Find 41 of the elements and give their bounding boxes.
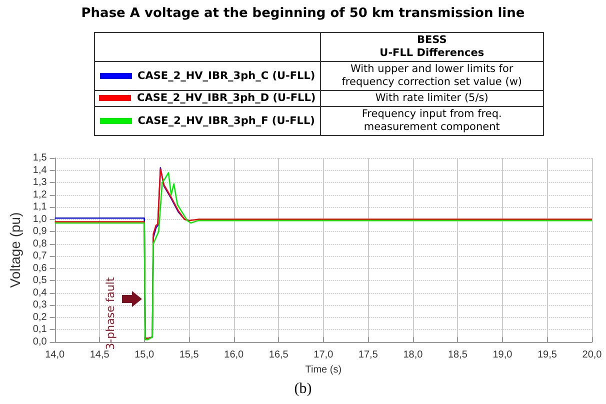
legend-label: CASE_2_HV_IBR_3ph_C (U-FLL) xyxy=(138,70,316,82)
y-tick-label: 0,9 xyxy=(32,226,48,238)
x-tick-label: 18,0 xyxy=(403,350,424,360)
text: With rate limiter (5/s) xyxy=(320,90,544,106)
legend-label: CASE_2_HV_IBR_3ph_D (U-FLL) xyxy=(137,92,316,104)
x-tick-label: 15,0 xyxy=(134,350,154,360)
x-axis-title: Time (s) xyxy=(305,364,342,376)
y-tick-label: 1,1 xyxy=(32,202,48,213)
legend-label: CASE_2_HV_IBR_3ph_F (U-FLL) xyxy=(138,114,315,126)
x-tick-label: 17,0 xyxy=(314,350,334,360)
x-tick-label: 15,5 xyxy=(179,350,200,360)
text: (b) xyxy=(293,381,313,398)
legend-title: BESS U-FLL Differences xyxy=(320,32,544,62)
annotation: 3-phase fault xyxy=(104,276,117,350)
y-tick-label: 0,6 xyxy=(32,262,48,274)
y-tick-label: 0,4 xyxy=(32,287,48,298)
text: Frequency input from freq. measurement component xyxy=(320,106,544,136)
y-tick-label: 0,1 xyxy=(32,324,48,336)
x-tick-label: 20,0 xyxy=(582,350,602,360)
y-tick-label: 1,4 xyxy=(32,164,48,176)
text: With upper and lower limits for frequency correction set value (w) xyxy=(320,62,544,90)
x-tick-label: 19,0 xyxy=(492,350,513,360)
x-tick-label: 16,0 xyxy=(224,350,244,360)
y-tick-label: 0,2 xyxy=(32,312,48,323)
y-tick-label: 1,2 xyxy=(32,189,48,200)
x-tick-label: 17,5 xyxy=(358,350,378,360)
x-tick-label: 19,5 xyxy=(538,350,558,360)
y-tick-label: 1,5 xyxy=(32,152,48,164)
x-tick-label: 14,0 xyxy=(45,350,65,360)
x-tick-label: 14,5 xyxy=(90,350,110,360)
x-tick-label: 18,5 xyxy=(448,350,468,360)
y-tick-label: 1,3 xyxy=(32,177,48,188)
y-axis-title: Voltage (pu) xyxy=(7,212,23,288)
y-tick-label: 0,8 xyxy=(32,238,48,250)
x-tick-label: 16,5 xyxy=(268,350,289,360)
y-tick-label: 0,3 xyxy=(32,300,48,311)
y-tick-label: 0,0 xyxy=(32,336,48,348)
y-tick-label: 0,5 xyxy=(32,275,48,286)
y-tick-label: 1,0 xyxy=(32,214,48,225)
chart-title: Phase A voltage at the beginning of 50 km transmission line xyxy=(80,6,526,21)
y-tick-label: 0,7 xyxy=(32,250,48,262)
